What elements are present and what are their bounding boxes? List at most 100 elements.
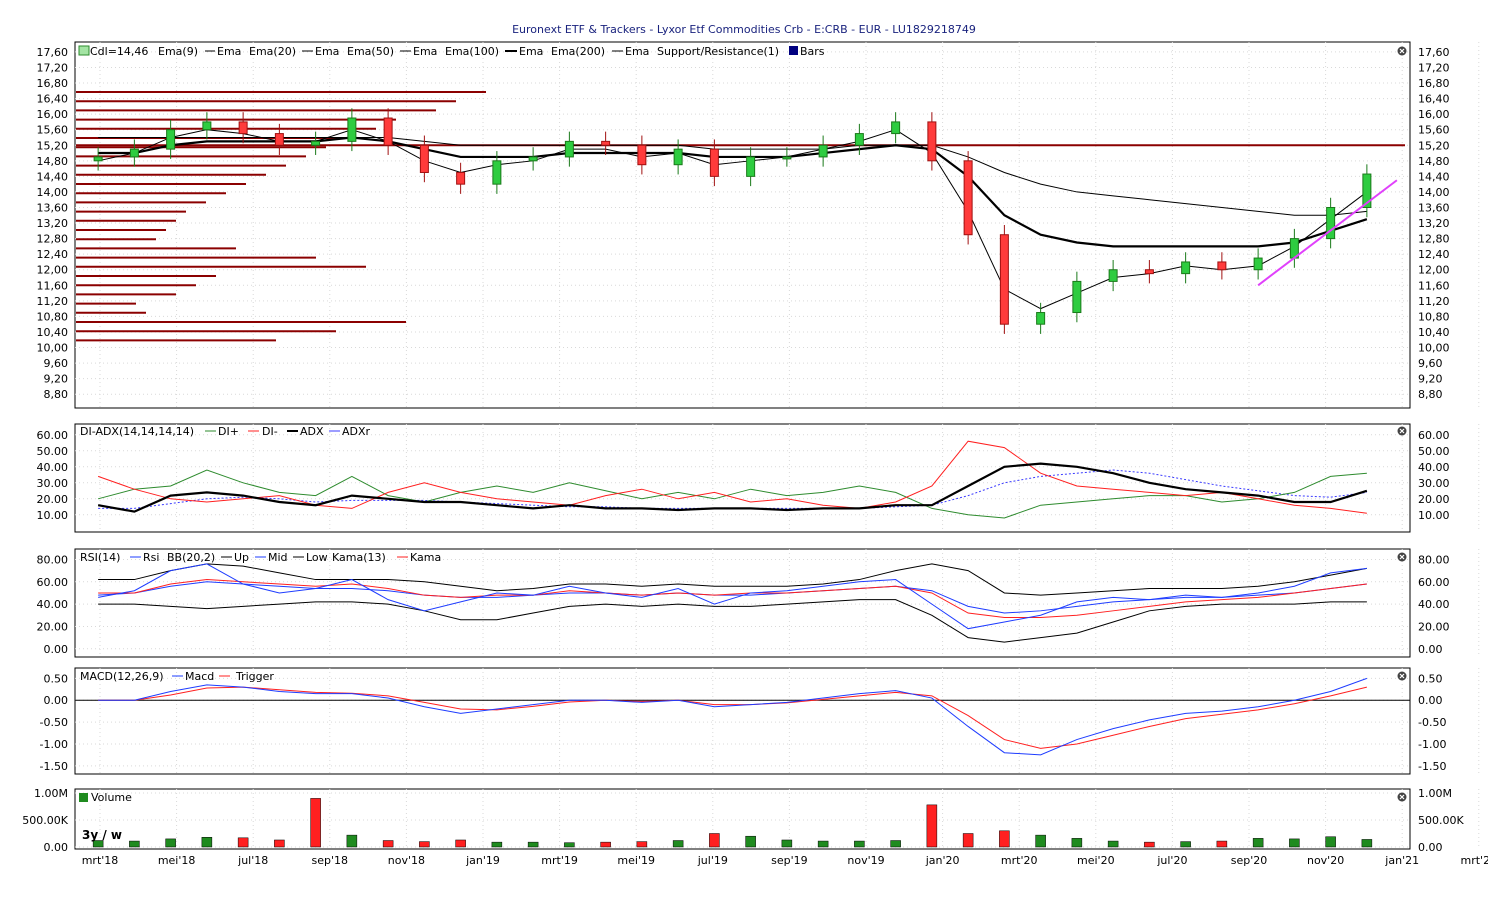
candle-down [1217, 261, 1227, 271]
x-tick-label: jul'19 [697, 854, 728, 867]
x-tick-label: sep'19 [771, 854, 808, 867]
y-tick-label-right: 12,80 [1418, 233, 1450, 246]
candle-up [202, 121, 212, 131]
volume-bar [926, 804, 938, 848]
y-tick-label-left: 15,60 [37, 124, 69, 137]
volume-legend: Volume 3y / w [79, 791, 132, 842]
y-tick-label-left: 500.00K [22, 814, 68, 827]
volume-bar [419, 841, 430, 848]
y-tick-label-right: 15,20 [1418, 139, 1450, 152]
candle-down [999, 234, 1009, 325]
legend-low: Low [306, 551, 328, 564]
x-tick-label: mrt'18 [82, 854, 119, 867]
volume-bar [1071, 838, 1083, 848]
volume-bar [1107, 840, 1119, 848]
y-tick-label-right: 16,00 [1418, 108, 1450, 121]
chart-labels: mrt'18 mei'18 jul'18 sep'18 nov'18 jan'19 mrt'… [22, 46, 1488, 867]
price-panel-close-button[interactable] [1397, 46, 1407, 56]
y-tick-label-right: 10,80 [1418, 310, 1450, 323]
candle-down [456, 171, 466, 185]
candle-down [419, 144, 429, 173]
x-tick-label: nov'18 [388, 854, 425, 867]
candle-up [854, 133, 864, 146]
legend-diminus: DI- [262, 425, 278, 438]
y-tick-label-left: 30.00 [37, 477, 69, 490]
candle-down [963, 160, 973, 236]
y-tick-label-left: 14,00 [37, 186, 69, 199]
volume-bar [129, 840, 140, 848]
y-tick-label-left: 16,40 [37, 93, 69, 106]
di-adx-panel [74, 423, 1411, 533]
volume-bar [1252, 838, 1264, 848]
volume-panel-close-button[interactable] [1397, 792, 1407, 802]
candle-up [166, 129, 176, 150]
candle-up [1362, 173, 1372, 208]
candle-up [1072, 280, 1082, 314]
y-tick-label-left: -0.50 [40, 716, 68, 729]
volume-bar [165, 838, 176, 848]
macd-panel [74, 667, 1411, 775]
x-tick-label: jul'18 [237, 854, 268, 867]
y-tick-label-right: -0.50 [1418, 716, 1446, 729]
candle-up [818, 144, 828, 158]
legend-diplus: DI+ [218, 425, 239, 438]
x-tick-label: nov'20 [1307, 854, 1344, 867]
volume-bar [745, 835, 756, 848]
macd-panel-close-button[interactable] [1397, 671, 1407, 681]
y-tick-label-right: 60.00 [1418, 576, 1450, 589]
volume-bar [310, 798, 321, 848]
volume-bar [92, 840, 104, 848]
volume-bar [1144, 841, 1155, 848]
volume-bar [455, 839, 466, 848]
y-tick-label-left: 50.00 [37, 445, 69, 458]
rsi-line [98, 563, 1367, 630]
volume-legend-swatch [79, 793, 88, 802]
volume-bar [1035, 834, 1046, 848]
y-tick-label-right: 17,20 [1418, 61, 1450, 74]
candle-up [492, 160, 502, 185]
y-tick-label-left: 13,20 [37, 217, 69, 230]
volume-bar [890, 840, 901, 848]
legend-mid: Mid [268, 551, 288, 564]
legend-macd-b: Macd [185, 670, 214, 683]
y-tick-label-left: 0.00 [44, 643, 69, 656]
bars-legend-swatch [789, 46, 798, 55]
candle-down [637, 144, 647, 166]
y-tick-label-right: 0.50 [1418, 672, 1443, 685]
x-tick-label: jan'19 [465, 854, 500, 867]
y-tick-label-left: 17,60 [37, 46, 69, 59]
x-tick-label: nov'19 [847, 854, 884, 867]
y-tick-label-right: 10.00 [1418, 509, 1450, 522]
candle-up [311, 140, 321, 146]
di-adx-panel-close-button[interactable] [1397, 426, 1407, 436]
y-tick-label-right: 16,40 [1418, 93, 1450, 106]
x-tick-label: mei'18 [158, 854, 196, 867]
y-tick-label-left: 14,40 [37, 170, 69, 183]
rsi-panel-close-button[interactable] [1397, 552, 1407, 562]
rsi-panel [74, 548, 1411, 658]
y-tick-label-left: 40.00 [37, 598, 69, 611]
volume-bar [817, 840, 829, 848]
chart-marks [75, 91, 1410, 848]
ema-fast-line [98, 129, 1368, 310]
y-tick-label-left: 40.00 [37, 461, 69, 474]
candle-down [238, 121, 248, 135]
y-tick-label-left: -1.50 [40, 760, 68, 773]
x-tick-label: mrt'20 [1001, 854, 1038, 867]
volume-bar [527, 841, 539, 848]
x-tick-label: mrt'21 [1461, 854, 1488, 867]
volume-bar [491, 841, 503, 848]
volume-bar [1289, 838, 1300, 848]
y-tick-label-left: 20.00 [37, 620, 69, 633]
y-tick-label-left: 80.00 [37, 553, 69, 566]
legend-diadx: DI-ADX(14,14,14,14) [80, 425, 194, 438]
legend-ema9-b: Ema [217, 45, 241, 58]
x-tick-label: sep'20 [1231, 854, 1268, 867]
candle-down [383, 117, 393, 146]
y-tick-label-right: 40.00 [1418, 461, 1450, 474]
ema-long-line [98, 136, 1367, 216]
y-tick-label-right: 11,20 [1418, 295, 1450, 308]
legend-ema50-b: Ema [413, 45, 437, 58]
candle-down [601, 140, 611, 146]
legend-ema200: Ema(200) [551, 45, 605, 58]
